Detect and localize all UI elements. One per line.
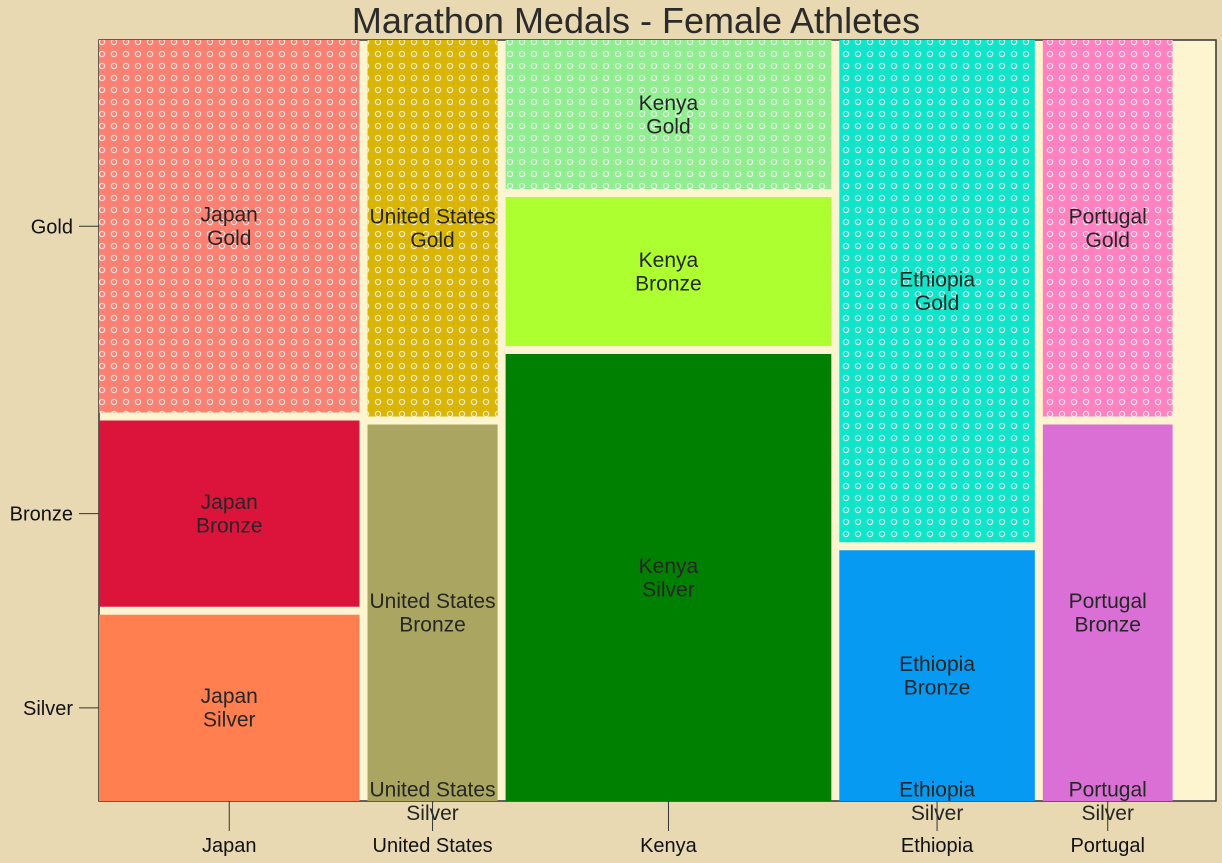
tile-japan-bronze	[99, 420, 360, 607]
tile-united-states-bronze	[367, 424, 498, 801]
tile-hatch-ethiopia-gold	[839, 40, 1035, 543]
tile-label-portugal-gold: Portugal Gold	[1069, 206, 1147, 253]
x-axis: Japan United States Kenya Ethiopia Portugal	[202, 801, 1145, 857]
tile-japan-gold	[99, 40, 360, 413]
tile-japan-silver	[99, 614, 360, 801]
tile-rect-japan-bronze	[99, 420, 360, 607]
tile-label-japan-silver: Japan Silver	[201, 685, 258, 732]
x-tick-label-portugal: Portugal	[1070, 835, 1145, 857]
tile-kenya-bronze	[505, 197, 832, 346]
tile-label-united-states-gold: United States Gold	[370, 206, 496, 253]
tile-label-ethiopia-gold: Ethiopia Gold	[899, 268, 975, 315]
tile-label-ethiopia-bronze: Ethiopia Bronze	[899, 653, 975, 700]
x-tick-label-kenya: Kenya	[640, 835, 698, 857]
tile-label-kenya-bronze: Kenya Bronze	[635, 249, 702, 296]
tile-kenya-gold	[505, 40, 832, 189]
tile-rect-kenya-silver	[505, 354, 832, 801]
tile-kenya-silver	[505, 354, 832, 801]
tile-hatch-portugal-gold	[1042, 40, 1173, 417]
tile-rect-ethiopia-bronze	[839, 550, 1035, 801]
x-tick-label-japan: Japan	[202, 835, 257, 857]
tile-rect-portugal-bronze	[1042, 424, 1173, 801]
tile-rect-japan-silver	[99, 614, 360, 801]
tile-hatch-japan-gold	[99, 40, 360, 413]
x-tick-label-ethiopia: Ethiopia	[901, 835, 974, 857]
tile-label-kenya-silver: Kenya Silver	[639, 555, 699, 602]
y-tick-label-gold: Gold	[31, 216, 73, 238]
x-tick-label-united-states: United States	[373, 835, 493, 857]
y-tick-label-silver: Silver	[23, 698, 73, 720]
tile-portugal-bronze	[1042, 424, 1173, 801]
y-axis: Gold Bronze Silver	[10, 216, 99, 720]
tile-hatch-kenya-gold	[505, 40, 832, 189]
chart-title: Marathon Medals - Female Athletes	[351, 0, 921, 41]
tile-label-portugal-bronze: Portugal Bronze	[1069, 590, 1147, 637]
tile-hatch-united-states-gold	[367, 40, 498, 417]
tile-label-japan-gold: Japan Gold	[201, 204, 258, 251]
tile-label-united-states-bronze: United States Bronze	[370, 590, 496, 637]
tile-labels: Japan Gold Japan Bronze Japan Silver United St…	[196, 92, 1147, 825]
y-tick-label-bronze: Bronze	[10, 504, 73, 526]
tile-rect-united-states-bronze	[367, 424, 498, 801]
tile-united-states-gold	[367, 40, 498, 417]
mosaic-tiles	[99, 40, 1173, 801]
tile-portugal-gold	[1042, 40, 1173, 417]
tile-rect-kenya-bronze	[505, 197, 832, 346]
tile-label-japan-bronze: Japan Bronze	[196, 491, 263, 538]
tile-label-kenya-gold: Kenya Gold	[639, 92, 699, 139]
tile-ethiopia-bronze	[839, 550, 1035, 801]
tile-ethiopia-gold	[839, 40, 1035, 543]
